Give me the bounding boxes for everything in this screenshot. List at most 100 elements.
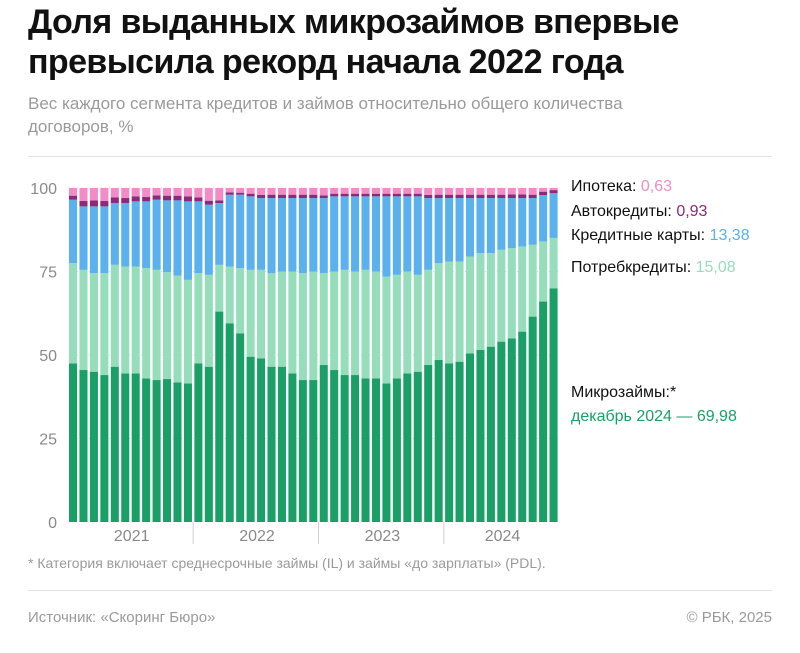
bar-stack: [340, 188, 349, 522]
bar-segment-mortgage: [507, 188, 516, 195]
legend-mortgage-label: Ипотека:: [571, 178, 641, 195]
bar-segment-consumer: [424, 269, 433, 366]
bar-segment-consumer: [225, 266, 234, 324]
bar-segment-consumer: [142, 268, 151, 379]
bar-segment-cards: [371, 196, 381, 272]
bar-segment-consumer: [100, 273, 109, 376]
bar-segment-cards: [183, 201, 192, 280]
page-title-line-2: превысила рекорд начала 2022 года: [28, 43, 623, 81]
bar-segment-auto: [549, 190, 558, 194]
bar-segment-consumer: [392, 274, 401, 379]
bar-segment-auto: [194, 197, 203, 202]
chart-legend: Ипотека: 0,63 Автокредиты: 0,93 Кредитные …: [571, 178, 750, 425]
bar-segment-cards: [465, 198, 475, 257]
bar-segment-consumer: [340, 269, 349, 376]
bar-segment-auto: [486, 194, 495, 199]
bar-segment-consumer: [288, 271, 297, 374]
bar-segment-micro: [434, 360, 443, 522]
bar-stack: [163, 188, 172, 522]
bar-segment-mortgage: [424, 188, 433, 196]
bar-segment-cards: [549, 193, 558, 238]
bar-segment-consumer: [257, 269, 266, 359]
bar-stack: [371, 188, 381, 522]
bar-segment-micro: [455, 361, 464, 522]
bar-segment-micro: [413, 371, 422, 522]
bar-segment-micro: [163, 379, 172, 522]
bar-segment-auto: [89, 200, 98, 207]
bar-segment-auto: [163, 195, 172, 201]
bar-segment-consumer: [267, 273, 276, 367]
bar-segment-cards: [246, 196, 255, 270]
bar-segment-micro: [403, 373, 412, 522]
bar-segment-cards: [142, 201, 151, 269]
bar-segment-mortgage: [298, 188, 307, 195]
bar-segment-micro: [392, 378, 401, 522]
bar-segment-auto: [361, 193, 370, 197]
y-tick-label: 0: [48, 515, 57, 532]
bar-segment-cards: [121, 203, 130, 267]
bar-segment-cards: [267, 198, 276, 274]
bar-segment-micro: [424, 365, 433, 522]
bar-segment-cards: [89, 206, 98, 274]
bar-segment-consumer: [434, 263, 443, 361]
bar-segment-micro: [507, 338, 516, 522]
bar-stack: [173, 188, 182, 522]
bar-segment-auto: [204, 200, 213, 205]
bar-segment-consumer: [183, 279, 192, 384]
bar-stack: [445, 188, 454, 522]
bar-segment-auto: [497, 194, 506, 199]
bar-segment-micro: [246, 356, 255, 522]
bar-segment-cards: [79, 206, 88, 270]
bar-stack: [549, 188, 558, 522]
bar-segment-mortgage: [392, 188, 401, 194]
bar-stack: [110, 188, 119, 522]
bar-segment-auto: [257, 195, 266, 199]
bar-stack: [89, 188, 98, 522]
legend-mortgage: Ипотека: 0,63: [571, 178, 672, 195]
bar-segment-mortgage: [476, 188, 485, 195]
bar-segment-micro: [204, 366, 213, 522]
bar-segment-micro: [340, 375, 349, 522]
bar-stack: [497, 188, 506, 522]
bar-segment-consumer: [246, 269, 255, 357]
bar-segment-auto: [236, 192, 245, 195]
bar-segment-cards: [215, 203, 224, 265]
bar-segment-cards: [225, 194, 234, 267]
bar-segment-micro: [309, 380, 318, 522]
bar-stack: [434, 188, 443, 522]
bar-segment-consumer: [549, 237, 558, 289]
bar-stack: [382, 188, 391, 522]
bar-segment-cards: [340, 196, 349, 270]
bar-segment-mortgage: [319, 188, 328, 196]
bar-segment-cards: [69, 199, 78, 264]
bar-stack: [486, 188, 495, 522]
bar-segment-cards: [413, 196, 422, 275]
x-year-label: 2024: [485, 528, 521, 545]
bar-stack: [288, 188, 297, 522]
page-subtitle-line-1: Вес каждого сегмента кредитов и займов о…: [28, 94, 623, 113]
bar-segment-cards: [319, 198, 328, 274]
bar-segment-cards: [194, 201, 203, 274]
bar-stack: [528, 188, 537, 522]
bar-segment-mortgage: [163, 188, 172, 196]
bar-segment-mortgage: [277, 188, 286, 195]
bar-segment-cards: [330, 196, 339, 272]
bar-stack: [507, 188, 516, 522]
bar-segment-cards: [424, 198, 433, 270]
bar-segment-consumer: [215, 264, 224, 312]
bar-segment-cards: [110, 203, 119, 265]
bar-segment-micro: [497, 341, 506, 522]
page-title: Доля выданных микрозаймов впервые превыс…: [28, 2, 788, 82]
bar-segment-micro: [288, 373, 297, 522]
bar-segment-mortgage: [539, 188, 548, 192]
legend-auto-value: 0,93: [676, 203, 707, 220]
bar-segment-micro: [445, 363, 454, 522]
bar-segment-mortgage: [69, 188, 78, 196]
bar-segment-auto: [403, 193, 412, 197]
legend-mortgage-value: 0,63: [641, 178, 672, 195]
bar-segment-mortgage: [330, 188, 339, 194]
bar-segment-cards: [528, 198, 537, 245]
bar-stack: [424, 188, 433, 522]
bar-segment-auto: [215, 200, 224, 204]
bar-segment-mortgage: [110, 188, 119, 198]
